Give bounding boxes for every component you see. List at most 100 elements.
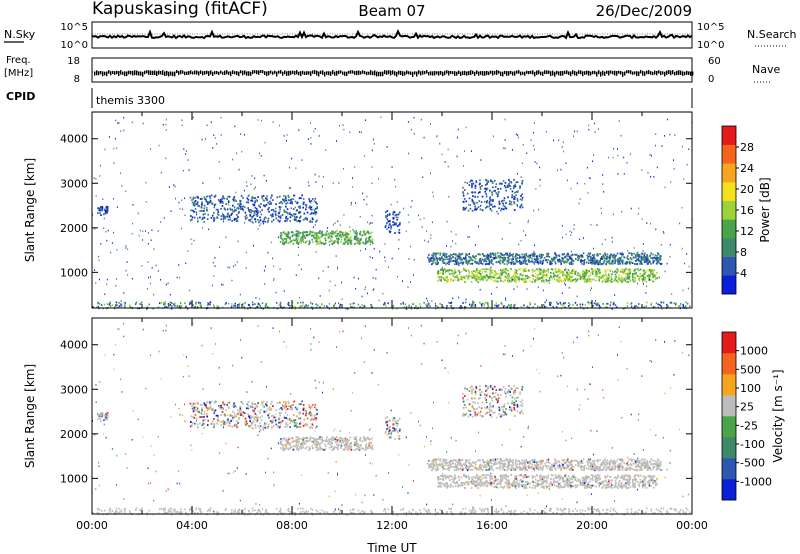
power-near-range <box>402 301 405 304</box>
power-cell <box>313 234 316 236</box>
power-noise <box>465 126 467 129</box>
power-cell <box>611 260 614 262</box>
power-cell <box>534 259 537 262</box>
power-cell <box>651 269 654 272</box>
power-cell <box>652 253 654 256</box>
power-noise <box>647 262 649 265</box>
power-near-range <box>630 302 633 305</box>
power-noise <box>473 256 475 259</box>
velocity-cell <box>305 412 308 415</box>
power-noise <box>123 116 125 119</box>
power-cell <box>461 261 463 264</box>
power-cell <box>235 209 238 212</box>
power-cell <box>298 210 301 213</box>
power-cell <box>513 209 516 211</box>
freq-mark <box>240 70 242 74</box>
power-cell <box>642 275 645 278</box>
power-cell <box>481 195 484 198</box>
power-cell <box>99 212 101 215</box>
power-cell <box>343 243 346 245</box>
power-cell <box>361 241 363 244</box>
freq-mark <box>564 70 566 75</box>
power-near-range <box>261 302 264 305</box>
power-cell <box>502 268 505 271</box>
power-near-range <box>471 302 474 305</box>
power-noise <box>100 243 102 245</box>
power-cell <box>646 275 649 277</box>
power-cell <box>585 271 588 273</box>
power-cell <box>241 208 244 210</box>
power-near-range <box>474 305 477 308</box>
power-noise <box>527 221 529 224</box>
power-cell <box>462 191 464 194</box>
velocity-cell <box>238 413 240 416</box>
power-near-range <box>557 303 559 305</box>
power-noise <box>335 255 337 257</box>
power-noise <box>364 119 366 121</box>
velocity-cell <box>285 447 287 450</box>
power-noise <box>410 206 412 208</box>
velocity-cell <box>328 446 331 449</box>
power-cell <box>335 240 338 243</box>
power-cell <box>270 209 273 212</box>
power-near-range <box>468 303 471 306</box>
power-cell <box>531 260 534 263</box>
power-noise <box>523 230 525 232</box>
power-cell <box>393 211 395 213</box>
power-cell <box>206 218 209 220</box>
power-near-range <box>657 303 659 306</box>
velocity-cell <box>294 422 297 425</box>
power-near-range <box>124 306 126 309</box>
nave-tick-bottom: 0 <box>708 74 714 85</box>
power-near-range <box>200 304 202 307</box>
power-cell <box>303 236 305 239</box>
power-cell <box>325 239 327 242</box>
power-cell <box>568 262 571 265</box>
velocity-cell <box>281 404 284 407</box>
power-noise <box>273 279 275 281</box>
power-noise <box>275 291 277 294</box>
velocity-cell <box>208 407 210 409</box>
freq-mark <box>432 71 434 76</box>
power-cell <box>479 279 482 281</box>
power-cell <box>223 197 226 200</box>
power-cell <box>476 275 478 278</box>
power-near-range <box>426 305 428 308</box>
power-cell <box>287 231 290 234</box>
power-cell <box>583 263 585 266</box>
power-cell <box>475 268 478 271</box>
power-cell <box>193 210 195 213</box>
power-near-range <box>569 303 571 306</box>
power-cell <box>234 199 236 201</box>
freq-mark <box>132 70 134 76</box>
power-noise <box>445 263 447 266</box>
power-cell <box>459 261 462 264</box>
power-cell <box>599 259 601 262</box>
power-cell <box>605 255 608 258</box>
power-cell <box>232 204 234 207</box>
power-cell <box>240 203 242 206</box>
velocity-cell <box>302 436 305 439</box>
freq-mark <box>214 71 216 75</box>
colorbar-tick-label: 28 <box>740 141 754 154</box>
power-near-range <box>450 305 453 308</box>
power-cell <box>224 216 227 218</box>
freq-mark <box>374 70 376 76</box>
velocity-cell <box>244 424 247 426</box>
power-cell <box>654 254 657 257</box>
power-cell <box>253 210 255 213</box>
power-cell <box>563 256 566 259</box>
velocity-cell <box>213 426 215 429</box>
velocity-cell <box>334 438 337 441</box>
power-cell <box>285 239 288 242</box>
power-cell <box>510 258 513 261</box>
power-cell <box>441 276 444 279</box>
power-cell <box>293 194 295 197</box>
power-cell <box>392 216 395 219</box>
velocity-cell <box>251 421 254 424</box>
power-cell <box>645 280 648 283</box>
cpid-panel: CPID themis 3300 <box>6 88 693 108</box>
power-cell <box>544 270 547 273</box>
velocity-cell <box>229 413 232 416</box>
power-cell <box>208 201 210 203</box>
